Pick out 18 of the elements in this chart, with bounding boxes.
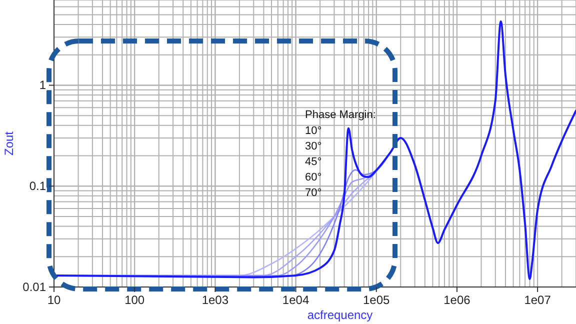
annotation: 30° [305,140,322,152]
x-tick-label: 1e04 [282,293,310,307]
annotation: 60° [305,172,322,184]
x-tick-label: 100 [124,293,145,307]
x-tick-label: 1e07 [524,293,552,307]
annotation: 10° [305,125,322,137]
y-tick-label: 0.1 [29,179,46,194]
x-axis-title: acfrequency [307,308,373,322]
x-tick-label: 1e03 [202,293,229,307]
x-tick-label: 1e05 [363,293,390,307]
y-tick-label: 0.01 [22,280,46,294]
y-axis-title: Zout [2,130,16,156]
annotation: Phase Margin: [305,109,376,121]
x-tick-label: 1e06 [444,293,471,307]
x-tick-label: 10 [47,293,61,307]
annotation: 70° [305,187,322,199]
annotation: 45° [305,156,322,168]
y-tick-label: 1 [39,78,46,92]
